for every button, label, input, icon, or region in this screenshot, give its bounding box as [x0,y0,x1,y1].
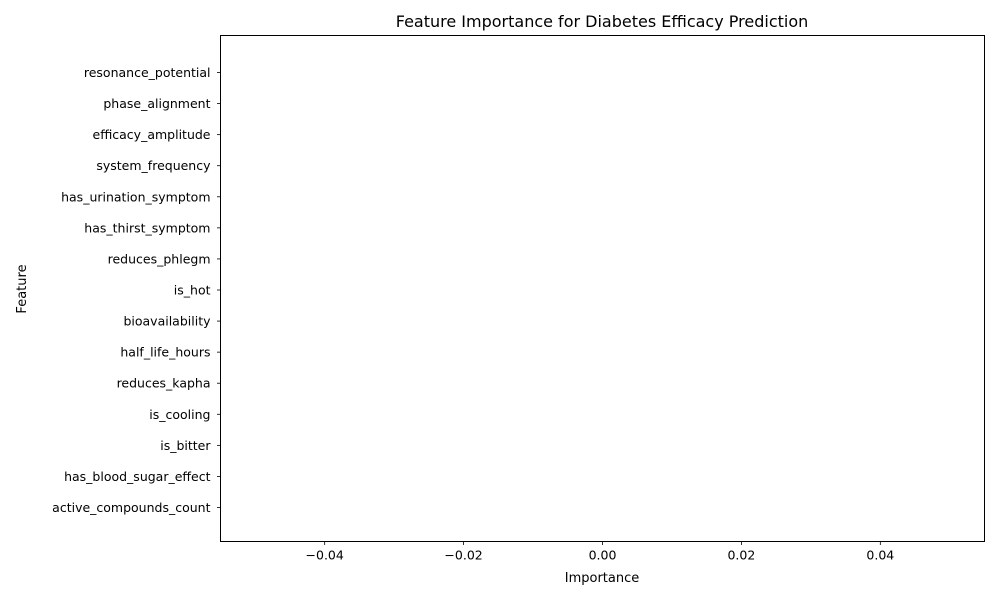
y-tick-label: bioavailability [123,314,211,329]
y-tick-label: has_urination_symptom [61,189,210,204]
x-axis-label: Importance [565,571,640,586]
y-tick-label: has_thirst_symptom [84,220,210,235]
y-tick-label: reduces_kapha [117,376,211,391]
y-axis-label: Feature [15,264,30,313]
y-axis-ticks: active_compounds_count has_blood_sugar_ef… [52,65,221,515]
x-tick-label: 0.00 [589,548,617,563]
y-tick-label: system_frequency [96,158,211,173]
chart-title: Feature Importance for Diabetes Efficacy… [396,12,809,31]
x-axis-ticks: −0.04 −0.02 0.00 0.02 0.04 [306,541,894,563]
y-tick-label: active_compounds_count [52,500,210,515]
x-tick-label: −0.02 [444,548,482,563]
x-tick-label: 0.04 [866,548,894,563]
y-tick-label: has_blood_sugar_effect [64,469,211,484]
plot-area [220,35,985,542]
y-tick-label: efficacy_amplitude [93,127,211,142]
y-tick-label: half_life_hours [120,345,210,360]
y-tick-label: is_hot [174,283,211,298]
x-tick-label: 0.02 [727,548,755,563]
y-tick-label: phase_alignment [103,96,210,111]
y-tick-label: reduces_phlegm [108,251,211,266]
y-tick-label: is_bitter [160,438,211,453]
x-tick-label: −0.04 [306,548,344,563]
y-tick-label: is_cooling [149,407,210,422]
y-tick-label: resonance_potential [84,65,211,80]
